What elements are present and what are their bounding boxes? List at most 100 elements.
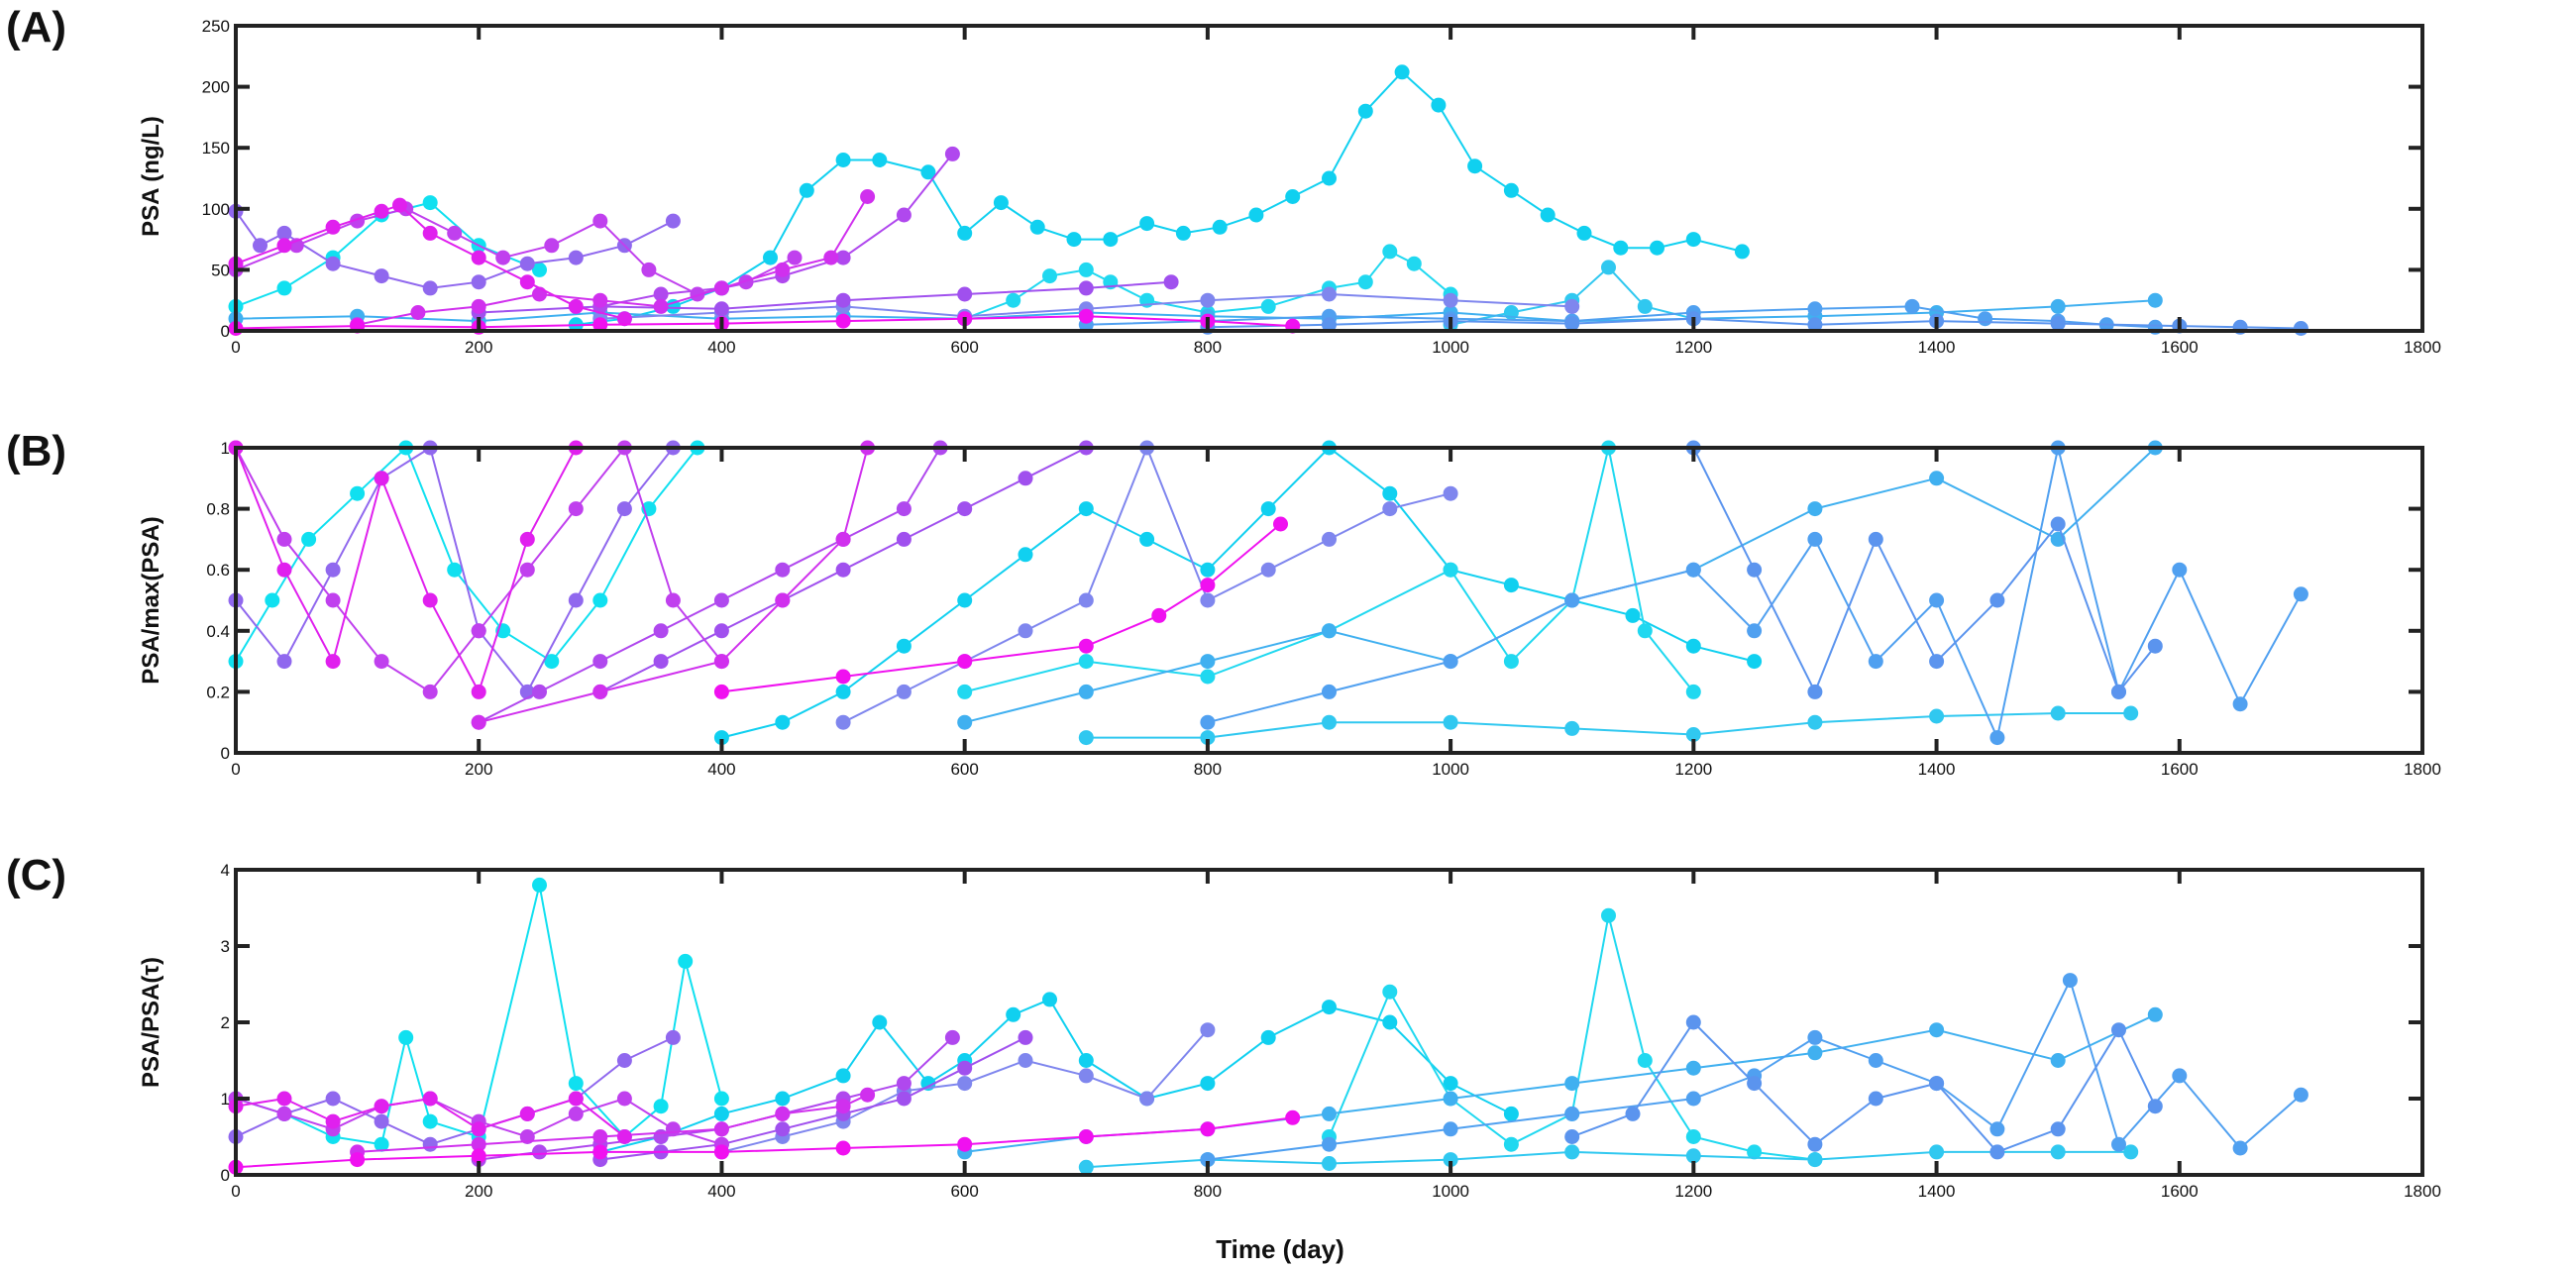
y-tick-label: 200 (202, 78, 230, 97)
data-point (896, 684, 912, 699)
data-point (896, 531, 912, 547)
x-tick-label: 400 (707, 760, 735, 779)
data-point (1443, 654, 1458, 670)
data-point (1175, 225, 1191, 241)
data-point (519, 1106, 535, 1121)
data-point (2232, 696, 2248, 712)
data-point (2050, 1121, 2066, 1137)
series-line (235, 315, 1293, 330)
data-point (471, 714, 486, 730)
data-point (665, 213, 681, 229)
data-point (2111, 1136, 2126, 1152)
data-point (1382, 501, 1398, 517)
data-point (1807, 317, 1823, 333)
data-point (592, 654, 608, 670)
data-point (2293, 321, 2308, 336)
data-point (993, 195, 1009, 211)
data-point (665, 298, 681, 314)
data-point (447, 225, 463, 241)
data-point (519, 256, 535, 271)
x-tick-label: 1400 (1918, 338, 1956, 357)
data-point (276, 1091, 292, 1107)
data-point (325, 1113, 341, 1129)
data-point (276, 562, 292, 578)
data-point (1807, 531, 1823, 547)
data-point (519, 562, 535, 578)
series-line (235, 203, 625, 320)
data-point (1382, 984, 1398, 1000)
series-line (1086, 305, 2156, 329)
panel-b-series-4 (1078, 705, 2139, 746)
data-point (1163, 274, 1179, 290)
y-tick-label: 0.8 (206, 500, 230, 519)
series-line (1207, 447, 2303, 741)
data-point (1564, 1129, 1580, 1144)
data-point (1078, 1053, 1094, 1068)
data-point (471, 623, 486, 639)
data-point (1006, 1006, 1021, 1022)
data-point (1443, 562, 1458, 578)
data-point (276, 654, 292, 670)
data-point (835, 292, 851, 308)
data-point (775, 714, 791, 730)
data-point (2293, 586, 2308, 602)
data-point (1200, 562, 1216, 578)
data-point (2111, 1022, 2126, 1038)
data-point (471, 250, 486, 265)
y-tick-label: 1 (221, 439, 230, 458)
data-point (1322, 1136, 1337, 1152)
data-point (1018, 1053, 1033, 1068)
data-point (713, 592, 729, 608)
data-point (835, 669, 851, 685)
data-point (1322, 1156, 1337, 1171)
data-point (616, 1091, 632, 1107)
data-point (713, 623, 729, 639)
x-tick-label: 1200 (1674, 1182, 1712, 1201)
series-line (235, 207, 796, 296)
x-tick-label: 1000 (1432, 760, 1469, 779)
data-point (471, 1148, 486, 1164)
data-point (653, 623, 669, 639)
data-point (1637, 298, 1653, 314)
data-point (957, 286, 973, 302)
x-tick-label: 200 (465, 1182, 492, 1201)
series-line (721, 446, 1755, 739)
data-point (1322, 170, 1337, 186)
data-point (1078, 501, 1094, 517)
panel-b-series-5 (957, 440, 2163, 730)
data-point (957, 1076, 973, 1092)
data-point (1747, 562, 1763, 578)
data-point (1078, 1129, 1094, 1144)
data-point (1029, 219, 1045, 235)
data-point (1650, 240, 1664, 256)
data-point (860, 1087, 876, 1103)
series-line (235, 1036, 674, 1146)
data-point (775, 562, 791, 578)
data-point (1868, 1053, 1883, 1068)
data-point (592, 213, 608, 229)
data-point (532, 684, 547, 699)
data-point (1807, 714, 1823, 730)
data-point (653, 298, 669, 314)
y-tick-label: 2 (221, 1013, 230, 1032)
panel-b: (B) PSA/max(PSA) 0 200 400 600 800 1000 1200 14… (6, 427, 2441, 779)
panel-c-label: (C) (6, 851, 66, 899)
data-point (1322, 714, 1337, 730)
panel-c-series-9 (228, 1029, 681, 1152)
data-point (1260, 298, 1276, 314)
data-point (1929, 592, 1945, 608)
x-tick-label: 400 (707, 1182, 735, 1201)
x-tick-label: 1800 (2404, 1182, 2441, 1201)
data-point (374, 1136, 389, 1152)
data-point (350, 485, 366, 501)
panel-b-series-7 (1685, 440, 2163, 699)
series-line (1328, 914, 1816, 1161)
data-point (1200, 669, 1216, 685)
data-point (1322, 623, 1337, 639)
data-point (1078, 730, 1094, 746)
panel-b-axes-box (234, 446, 2424, 755)
data-point (835, 313, 851, 329)
data-point (2123, 705, 2139, 721)
x-tick-label: 1400 (1918, 760, 1956, 779)
